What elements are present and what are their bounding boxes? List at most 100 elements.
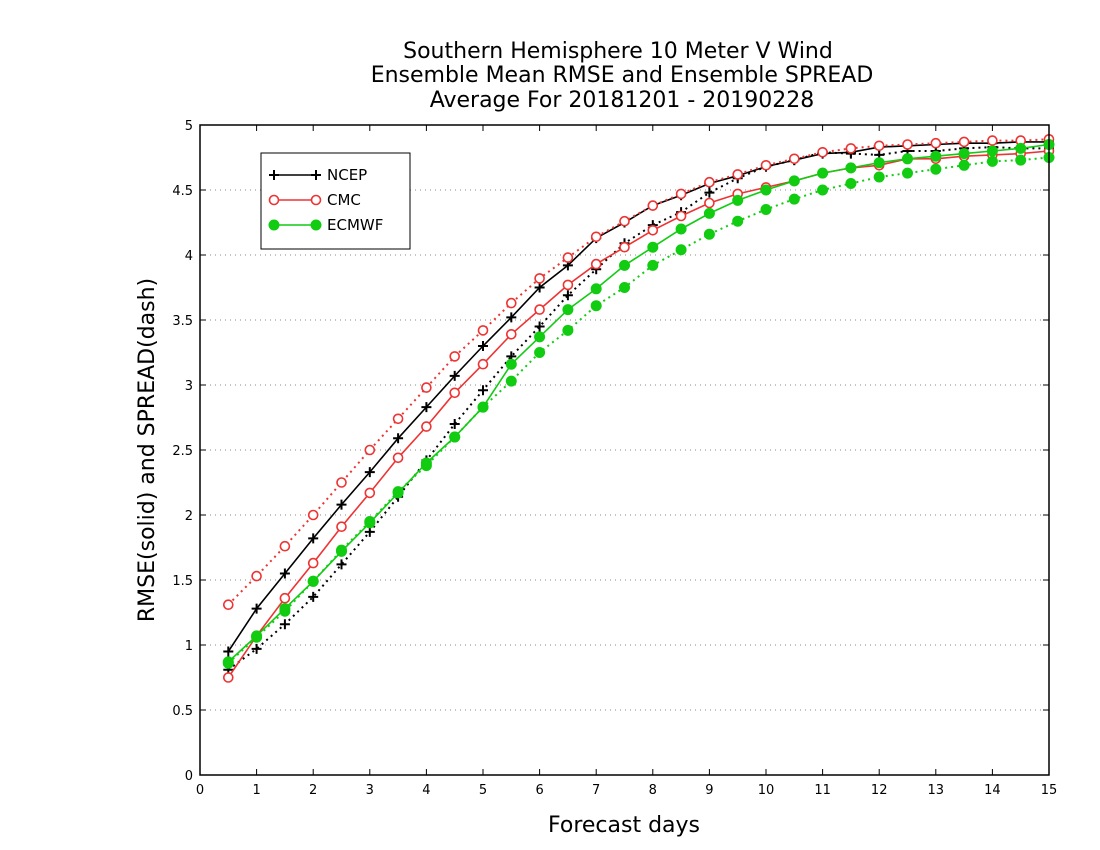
ecmwf-spread-point	[675, 244, 687, 256]
cmc-spread-point	[279, 540, 291, 552]
ecmwf-spread-point	[873, 171, 885, 183]
ncep-spread-point	[704, 187, 715, 198]
ecmwf-rmse-point	[675, 223, 687, 235]
cmc-spread-point	[930, 137, 942, 149]
y-tick-label-5: 5	[185, 119, 193, 134]
y-tick-label-0.5: 0.5	[172, 704, 193, 719]
x-tick-label-0: 0	[196, 783, 204, 798]
y-tick-label-3: 3	[185, 379, 193, 394]
cmc-spread-point	[364, 444, 376, 456]
ecmwf-rmse-point	[590, 283, 602, 295]
ecmwf-spread-point	[703, 228, 715, 240]
ecmwf-rmse-point	[420, 457, 432, 469]
ecmwf-spread-point	[590, 300, 602, 312]
ncep-rmse-point	[421, 402, 432, 413]
cmc-spread-point	[788, 153, 800, 165]
ecmwf-spread-point	[1015, 154, 1027, 166]
x-tick-label-8: 8	[649, 783, 657, 798]
cmc-rmse-point	[647, 225, 659, 236]
cmc-rmse-point	[704, 197, 715, 209]
ecmwf-rmse-point	[392, 487, 404, 499]
cmc-spread-point	[223, 599, 234, 611]
cmc-spread-point	[251, 570, 262, 582]
ecmwf-spread-point	[505, 375, 517, 387]
ecmwf-rmse-point	[336, 545, 347, 557]
y-tick-label-1.5: 1.5	[172, 574, 193, 589]
cmc-rmse-point	[449, 387, 461, 399]
ecmwf-rmse-point	[845, 162, 857, 174]
ecmwf-spread-point	[845, 178, 857, 189]
legend-marker-right-ncep	[311, 170, 321, 180]
cmc-rmse-point	[505, 328, 517, 340]
x-tick-label-4: 4	[422, 783, 430, 798]
cmc-rmse-point	[562, 279, 574, 291]
ecmwf-rmse-point	[788, 175, 800, 187]
cmc-rmse-point	[392, 452, 404, 464]
cmc-spread-point	[704, 176, 715, 188]
chart-title: Southern Hemisphere 10 Meter V Wind Ense…	[371, 39, 874, 113]
x-tick-label-3: 3	[366, 783, 374, 798]
cmc-rmse-point	[223, 672, 234, 683]
x-tick-label-14: 14	[984, 783, 1001, 798]
x-tick-label-12: 12	[871, 783, 888, 798]
ecmwf-spread-point	[986, 155, 998, 167]
legend: NCEP CMC ECMWF	[260, 152, 411, 250]
ecmwf-rmse-point	[902, 153, 913, 165]
ecmwf-spread-point	[817, 184, 829, 196]
cmc-rmse-point	[279, 592, 291, 604]
ecmwf-spread-point	[534, 347, 546, 358]
ecmwf-rmse-point	[477, 401, 489, 413]
cmc-spread-point	[619, 215, 630, 227]
y-tick-label-2.5: 2.5	[172, 444, 193, 459]
y-tick-label-1: 1	[185, 639, 193, 654]
ncep-spread-point	[449, 419, 460, 429]
cmc-rmse-point	[590, 258, 602, 270]
chart-title-line-3: Average For 20181201 - 20190228	[430, 88, 815, 113]
ncep-spread-point	[478, 385, 488, 396]
ecmwf-spread-line	[227, 156, 1050, 664]
ecmwf-rmse-point	[647, 241, 659, 253]
legend-marker-left-cmc	[268, 194, 280, 206]
x-tick-label-5: 5	[479, 783, 487, 798]
x-tick-label-13: 13	[928, 783, 945, 798]
x-axis-label: Forecast days	[548, 813, 700, 838]
ncep-rmse-point	[534, 282, 545, 293]
cmc-rmse-point	[675, 210, 687, 222]
cmc-spread-point	[873, 140, 885, 152]
ecmwf-rmse-point	[562, 304, 574, 316]
cmc-rmse-point	[534, 304, 545, 315]
x-tick-label-9: 9	[705, 783, 713, 798]
ncep-rmse-point	[478, 341, 488, 351]
ncep-rmse-point	[336, 499, 347, 510]
series-layer	[222, 134, 1055, 683]
legend-label-ncep: NCEP	[327, 166, 367, 184]
ecmwf-rmse-point	[986, 145, 998, 157]
cmc-spread-point	[902, 139, 913, 150]
ncep-rmse-point	[364, 467, 375, 478]
cmc-spread-point	[817, 147, 828, 158]
ecmwf-rmse-point	[307, 575, 319, 587]
ecmwf-spread-point	[732, 215, 744, 227]
legend-label-cmc: CMC	[327, 191, 361, 209]
cmc-rmse-point	[619, 241, 630, 253]
ecmwf-rmse-point	[222, 656, 234, 668]
legend-marker-left-ncep	[269, 170, 279, 180]
cmc-spread-point	[562, 252, 574, 263]
x-tick-label-1: 1	[252, 783, 260, 798]
y-tick-label-4: 4	[185, 249, 193, 264]
cmc-spread-point	[958, 136, 970, 148]
ecmwf-rmse-point	[1015, 142, 1027, 154]
ecmwf-rmse-point	[930, 150, 942, 162]
ecmwf-rmse-point	[817, 167, 829, 179]
ecmwf-spread-point	[788, 193, 800, 205]
cmc-spread-point	[477, 325, 489, 336]
y-axis-label: RMSE(solid) and SPREAD(dash)	[135, 278, 160, 622]
ncep-rmse-point	[449, 370, 460, 381]
ncep-rmse-point	[506, 312, 517, 323]
cmc-spread-point	[392, 413, 404, 425]
ncep-spread-line	[227, 146, 1049, 671]
cmc-spread-point	[590, 231, 602, 243]
y-tick-label-0: 0	[185, 769, 193, 784]
y-tick-label-2: 2	[185, 509, 193, 524]
